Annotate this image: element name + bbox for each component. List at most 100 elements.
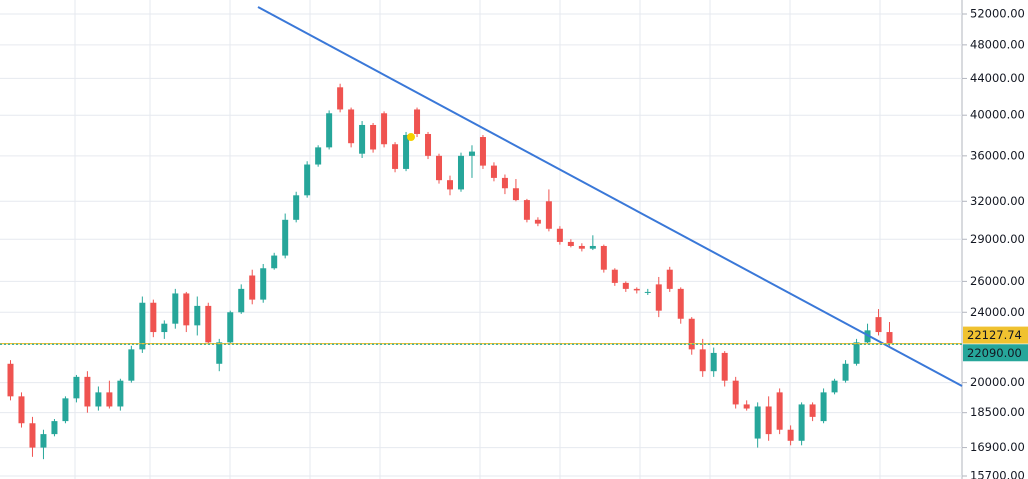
candle-body	[721, 352, 728, 381]
price-label: 22090.00	[967, 346, 1022, 360]
candle-body	[7, 363, 14, 397]
y-tick-label: 24000.00	[970, 305, 1025, 319]
candle-body	[864, 330, 871, 343]
candle-body	[205, 305, 212, 343]
candle-body	[414, 109, 421, 134]
candle-body	[282, 219, 289, 256]
candle-body	[337, 87, 344, 110]
candle-body	[479, 137, 486, 166]
y-tick-label: 36000.00	[970, 148, 1025, 162]
candle-body	[436, 155, 443, 181]
y-tick-label: 52000.00	[970, 6, 1025, 20]
candle-body	[194, 305, 201, 326]
candle-body	[117, 380, 124, 407]
y-tick-label: 15700.00	[970, 468, 1025, 479]
candle-body	[820, 392, 827, 422]
candle-body	[227, 312, 234, 343]
candle-body	[765, 406, 772, 435]
candle-body	[381, 113, 388, 145]
candle-body	[853, 342, 860, 364]
candle-body	[611, 269, 618, 283]
y-tick-label: 40000.00	[970, 108, 1025, 122]
candle-body	[326, 113, 333, 148]
candle-body	[238, 288, 245, 313]
candle-body	[490, 165, 497, 178]
candle-body	[501, 177, 508, 189]
price-label-box	[963, 326, 1028, 344]
candle-body	[633, 288, 640, 291]
candle-body	[622, 282, 629, 289]
candle-body	[600, 245, 607, 270]
candle-body	[172, 293, 179, 324]
candle-body	[523, 200, 530, 220]
candle-body	[84, 376, 91, 407]
candle-body	[249, 275, 256, 300]
candle-body	[886, 332, 893, 344]
candle-body	[106, 392, 113, 407]
candle-body	[688, 318, 695, 350]
candle-body	[589, 245, 596, 249]
candle-body	[556, 228, 563, 242]
candle-body	[699, 349, 706, 372]
candle-body	[18, 396, 25, 424]
candle-body	[403, 134, 410, 169]
candle-body	[62, 398, 69, 422]
candle-body	[40, 434, 47, 448]
y-tick-label: 29000.00	[970, 232, 1025, 246]
y-tick-label: 18500.00	[970, 405, 1025, 419]
y-tick-label: 20000.00	[970, 375, 1025, 389]
candle-body	[545, 201, 552, 229]
candle-body	[776, 392, 783, 430]
candle-body	[370, 124, 377, 150]
candle-body	[139, 302, 146, 350]
candle-body	[315, 147, 322, 165]
candle-body	[425, 133, 432, 156]
candle-body	[183, 293, 190, 326]
candle-body	[655, 284, 662, 311]
candle-body	[512, 188, 519, 201]
candle-body	[578, 245, 585, 249]
candle-body	[842, 363, 849, 381]
candle-body	[293, 195, 300, 220]
candle-body	[161, 323, 168, 333]
candle-body	[128, 349, 135, 381]
candle-body	[29, 423, 36, 448]
candle-body	[534, 219, 541, 224]
candle-body	[51, 421, 58, 435]
candle-body	[260, 268, 267, 300]
candle-body	[359, 124, 366, 154]
trend-line	[257, 6, 963, 387]
candle-body	[710, 352, 717, 372]
candle-body	[271, 255, 278, 269]
candle-body	[677, 288, 684, 319]
marker-dot	[407, 133, 415, 141]
candle-body	[567, 241, 574, 246]
candle-body	[787, 429, 794, 441]
candle-body	[150, 302, 157, 333]
price-axis: 15700.00 16900.00 18500.00 20000.00 24000.00…	[0, 6, 1025, 479]
candle-body	[666, 269, 673, 289]
candle-body	[754, 406, 761, 439]
candle-body	[348, 109, 355, 144]
candle-body	[447, 180, 453, 190]
y-tick-label: 26000.00	[970, 274, 1025, 288]
y-tick-label: 32000.00	[970, 194, 1025, 208]
candle-body	[457, 155, 464, 190]
candle-body	[732, 380, 739, 405]
candle-body	[304, 164, 311, 196]
candle-body	[831, 380, 838, 393]
candle-body	[875, 317, 882, 333]
candle-body	[798, 404, 805, 441]
y-tick-label: 48000.00	[970, 37, 1025, 51]
candle-body	[743, 404, 750, 409]
y-tick-label: 16900.00	[970, 440, 1025, 454]
candle-body	[809, 404, 816, 417]
candle-body	[216, 342, 223, 364]
candle-body	[392, 144, 399, 169]
y-tick-label: 44000.00	[970, 71, 1025, 85]
candle-body	[644, 291, 651, 293]
price-label: 22127.74	[967, 328, 1022, 342]
candle-body	[468, 151, 475, 156]
candle-body	[95, 392, 102, 407]
